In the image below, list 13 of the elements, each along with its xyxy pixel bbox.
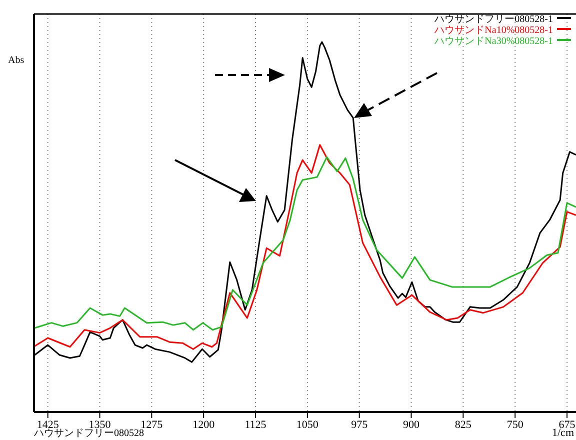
y-axis-title: Abs	[8, 55, 24, 66]
legend-label: ハウサンドNa30%080528-1	[434, 36, 553, 47]
legend-label: ハウサンドフリー080528-1	[434, 14, 553, 25]
x-tick-label: 900	[403, 419, 420, 431]
legend-label: ハウサンドNa10%080528-1	[434, 25, 553, 36]
x-tick-label: 825	[454, 419, 472, 431]
x-tick-label: 1125	[244, 419, 267, 431]
x-tick-label: 1050	[296, 419, 319, 431]
x-tick-label: 750	[506, 419, 524, 431]
text: ハウサンドフリー080528	[33, 428, 144, 439]
x-tick-label: 975	[351, 419, 368, 431]
x-tick-label: 1275	[140, 419, 164, 431]
x-tick-label: 1200	[192, 419, 216, 431]
